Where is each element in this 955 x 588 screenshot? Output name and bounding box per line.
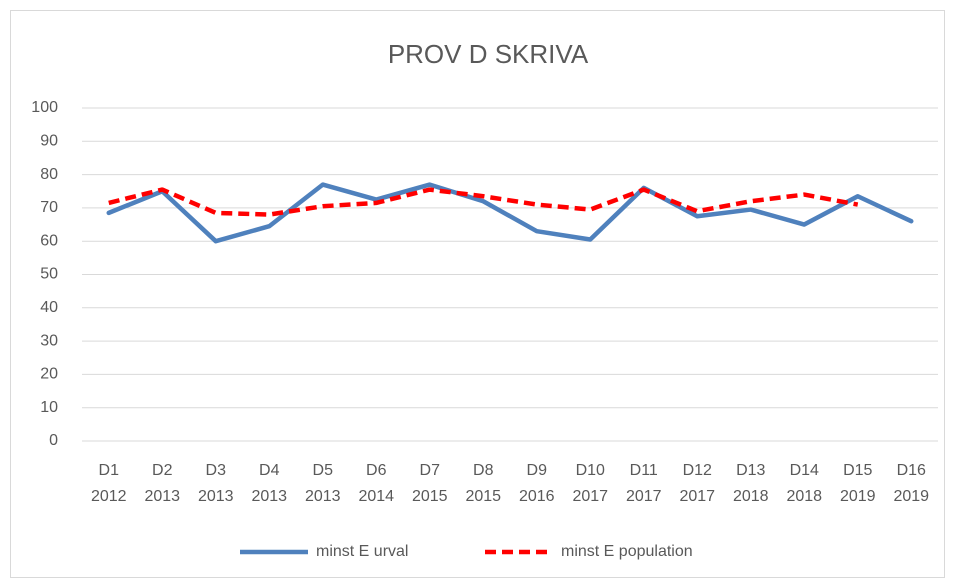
x-tick-label: D6 [366, 462, 387, 479]
x-tick-label: D14 [790, 462, 819, 479]
y-tick-label: 70 [40, 199, 58, 216]
y-tick-label: 10 [40, 399, 58, 416]
y-tick-label: 90 [40, 133, 58, 150]
x-tick-label: D10 [576, 462, 605, 479]
x-tick-label: 2013 [198, 488, 234, 505]
x-tick-label: D15 [843, 462, 872, 479]
x-tick-label: D8 [473, 462, 494, 479]
x-tick-label: D11 [630, 462, 658, 479]
chart-title: PROV D SKRIVA [388, 39, 589, 69]
x-tick-label: D3 [206, 462, 227, 479]
x-tick-label: 2012 [91, 488, 127, 505]
x-tick-label: D13 [736, 462, 765, 479]
x-tick-label: D16 [897, 462, 926, 479]
x-tick-label: 2014 [358, 488, 394, 505]
x-tick-label: 2019 [893, 488, 929, 505]
x-tick-label: 2013 [144, 488, 180, 505]
series-line [108, 187, 859, 217]
y-tick-label: 0 [49, 432, 58, 449]
x-tick-label: 2019 [840, 488, 876, 505]
legend-label: minst E population [561, 543, 693, 560]
x-tick-label: 2018 [786, 488, 822, 505]
x-tick-label: 2015 [465, 488, 501, 505]
x-tick-label: 2015 [412, 488, 448, 505]
x-tick-label: D2 [152, 462, 173, 479]
x-tick-label: 2013 [251, 488, 287, 505]
x-tick-label: D1 [99, 462, 120, 479]
x-tick-label: 2013 [305, 488, 341, 505]
x-tick-label: 2017 [572, 488, 608, 505]
x-tick-label: 2017 [679, 488, 715, 505]
y-tick-label: 20 [40, 366, 58, 383]
legend-label: minst E urval [316, 543, 408, 560]
x-tick-label: 2018 [733, 488, 769, 505]
x-tick-label: D7 [420, 462, 441, 479]
x-tick-label: D12 [683, 462, 712, 479]
chart-border [10, 10, 945, 578]
y-tick-label: 50 [40, 266, 58, 283]
y-tick-label: 60 [40, 232, 58, 249]
y-tick-label: 80 [40, 166, 58, 183]
x-tick-label: D4 [259, 462, 280, 479]
x-tick-label: 2016 [519, 488, 555, 505]
x-tick-label: 2017 [626, 488, 662, 505]
series-line [106, 182, 914, 244]
x-tick-label: D9 [527, 462, 548, 479]
y-tick-label: 100 [31, 99, 58, 116]
y-tick-label: 30 [40, 332, 58, 349]
x-tick-label: D5 [313, 462, 334, 479]
y-tick-label: 40 [40, 299, 58, 316]
